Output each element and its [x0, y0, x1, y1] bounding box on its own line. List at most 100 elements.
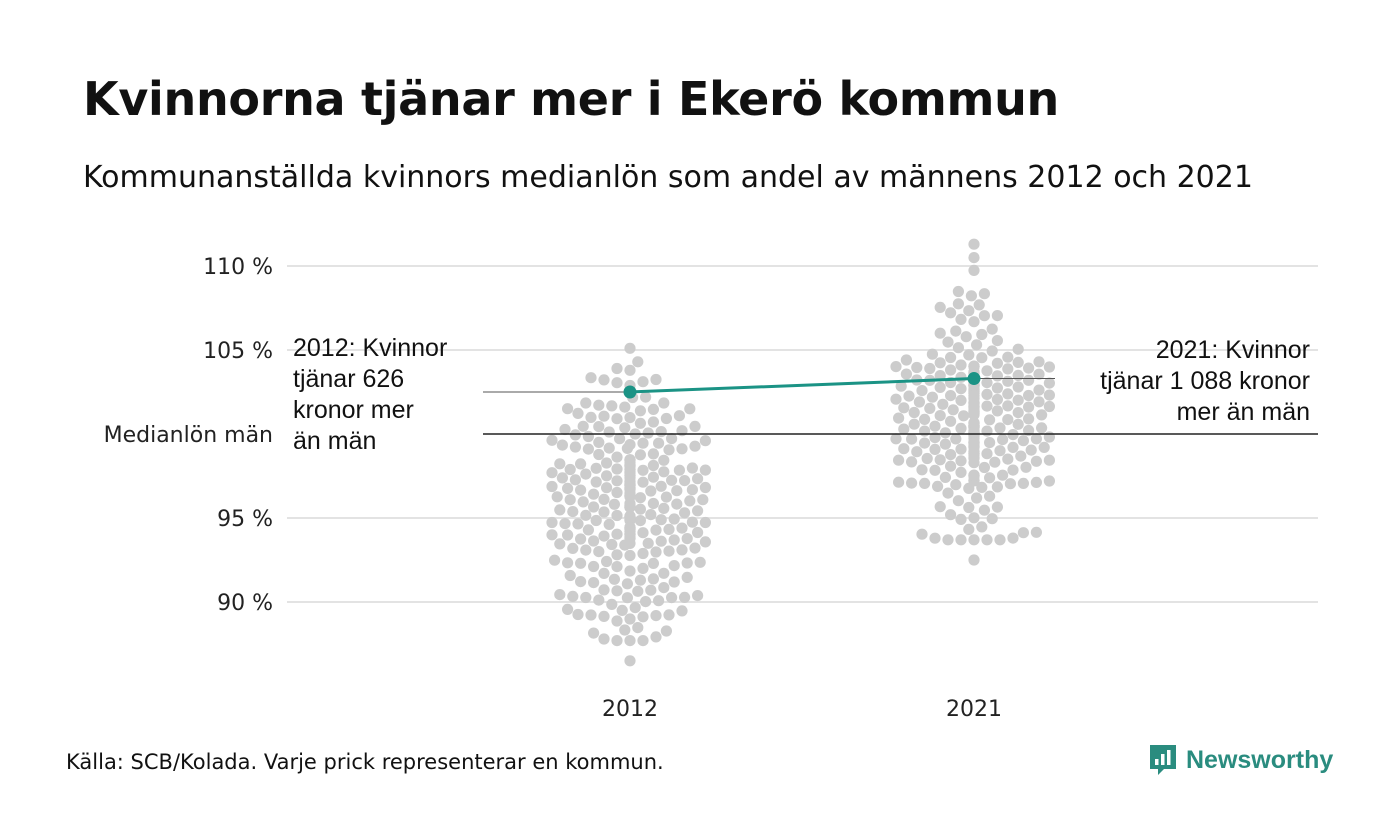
- municipality-dot: [1030, 526, 1042, 538]
- municipality-dot: [968, 417, 980, 429]
- municipality-dot: [913, 396, 926, 408]
- municipality-dot: [955, 513, 967, 526]
- municipality-dot: [903, 390, 915, 402]
- municipality-dot: [1007, 441, 1019, 453]
- municipality-dot: [663, 444, 675, 456]
- municipality-dot: [611, 561, 623, 573]
- municipality-dot: [963, 305, 975, 317]
- annotation-line: tjänar 1 088 kronor: [1100, 367, 1310, 395]
- municipality-dot: [963, 501, 975, 514]
- municipality-dot: [608, 498, 621, 510]
- municipality-dot: [968, 238, 980, 250]
- municipality-dot: [567, 542, 579, 555]
- municipality-dot: [650, 610, 662, 622]
- gridlines: [287, 265, 1318, 603]
- annotations: 2012: Kvinnor tjänar 626 kronor mer än män 2…: [293, 334, 1310, 455]
- municipality-dot: [660, 491, 673, 503]
- brand-logo[interactable]: Newsworthy: [1148, 743, 1333, 777]
- municipality-dot: [593, 399, 605, 411]
- reference-lines: [483, 378, 1318, 435]
- municipality-dot: [926, 391, 939, 403]
- municipality-dot: [645, 485, 657, 497]
- municipality-dot: [559, 423, 571, 436]
- municipality-dot: [588, 627, 600, 639]
- highlight-series: [623, 372, 981, 399]
- municipality-dot: [976, 352, 988, 364]
- municipality-dot: [906, 433, 918, 445]
- municipality-dot: [634, 449, 647, 461]
- municipality-dot: [655, 426, 667, 438]
- municipality-dot: [637, 437, 649, 449]
- municipality-dot: [593, 448, 605, 461]
- municipality-dot: [1030, 433, 1042, 445]
- municipality-dot: [634, 405, 647, 417]
- municipality-dot: [624, 364, 636, 376]
- municipality-dot: [911, 446, 923, 458]
- municipality-dot: [929, 443, 941, 455]
- municipality-dot: [965, 290, 978, 302]
- municipality-dot: [981, 534, 993, 546]
- municipality-dot: [585, 372, 597, 384]
- municipality-dot: [1012, 356, 1024, 368]
- municipality-dot: [898, 423, 910, 435]
- municipality-dot: [562, 482, 574, 494]
- municipality-dot: [689, 420, 701, 432]
- municipality-dot: [991, 357, 1004, 369]
- municipality-dot: [952, 495, 965, 507]
- municipality-dot: [650, 373, 662, 386]
- municipality-dot: [660, 412, 673, 425]
- municipality-dot: [564, 569, 576, 582]
- municipality-dot: [668, 560, 680, 572]
- municipality-dot: [546, 516, 558, 529]
- municipality-dot: [598, 610, 610, 623]
- municipality-dot: [1038, 441, 1050, 453]
- municipality-dot: [624, 342, 636, 354]
- municipality-dot: [569, 441, 582, 453]
- municipality-dot: [634, 503, 647, 515]
- municipality-dot: [1036, 409, 1048, 421]
- municipality-dot: [942, 336, 954, 348]
- municipality-dot: [971, 339, 983, 351]
- municipality-dot: [637, 527, 649, 539]
- municipality-dot: [1002, 388, 1014, 400]
- municipality-dot: [562, 557, 574, 569]
- municipality-dot: [611, 463, 623, 475]
- brand-name: Newsworthy: [1186, 745, 1334, 774]
- municipality-dot: [580, 544, 592, 556]
- municipality-dot: [572, 407, 584, 419]
- municipality-dot: [590, 476, 602, 488]
- municipality-dot: [1002, 363, 1014, 375]
- highlight-point: [623, 385, 637, 399]
- x-tick-label: 2021: [946, 697, 1002, 722]
- municipality-dot: [968, 316, 980, 328]
- municipality-dot: [647, 497, 660, 510]
- municipality-dot: [955, 455, 967, 467]
- municipality-dot: [624, 613, 636, 625]
- municipality-dot: [900, 368, 913, 380]
- municipality-dot: [994, 445, 1006, 457]
- municipality-dot: [606, 538, 618, 551]
- municipality-dot: [663, 609, 675, 621]
- municipality-dot: [666, 474, 678, 486]
- municipality-dot: [942, 487, 954, 499]
- municipality-dot: [577, 420, 589, 432]
- municipality-dot: [554, 589, 566, 601]
- municipality-dot: [564, 494, 576, 506]
- municipality-dot: [624, 549, 636, 562]
- municipality-dot: [906, 456, 918, 468]
- municipality-dot: [637, 611, 649, 623]
- municipality-dot: [908, 418, 920, 430]
- municipality-dot: [647, 573, 660, 585]
- municipality-dot: [606, 598, 618, 611]
- municipality-dot: [890, 393, 902, 405]
- municipality-dot: [1025, 444, 1037, 456]
- municipality-dot: [679, 475, 691, 487]
- municipality-dot: [562, 603, 574, 616]
- municipality-dot: [934, 454, 946, 466]
- municipality-dot: [1033, 356, 1045, 368]
- municipality-dot: [699, 464, 712, 476]
- municipality-dot: [588, 577, 600, 589]
- municipality-dot: [919, 437, 931, 449]
- municipality-dot: [619, 401, 631, 413]
- municipality-dot: [978, 310, 991, 322]
